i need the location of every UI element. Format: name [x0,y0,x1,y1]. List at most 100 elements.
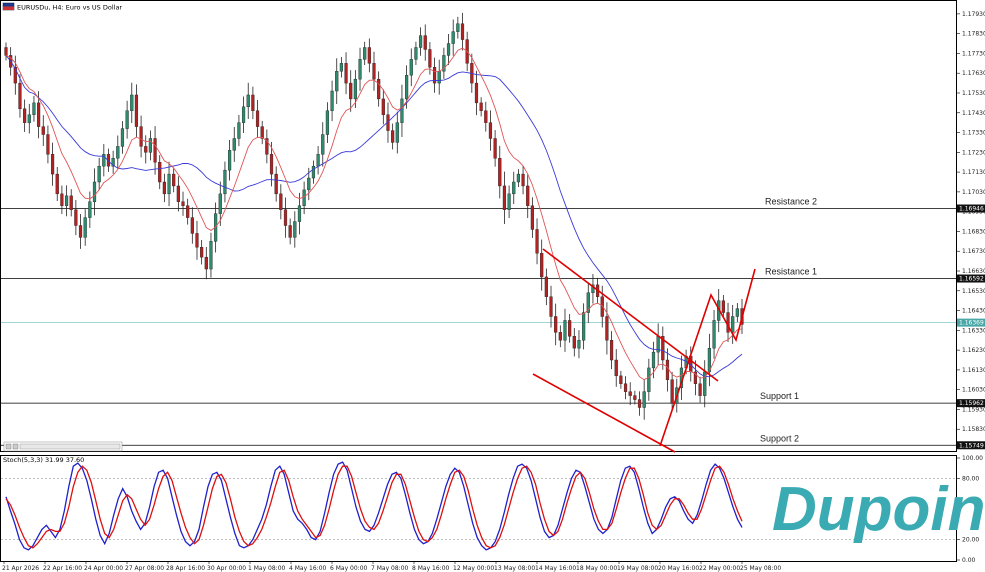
candle [55,166,59,201]
candle [251,86,255,120]
price-tick-label: 1.17530 [962,90,985,97]
candle [330,80,334,122]
candle [255,99,260,138]
price-tick-label: 1.16130 [962,367,985,374]
candle [162,173,166,203]
candle [64,185,69,217]
price-tick-label: 1.16030 [962,387,985,394]
time-tick-label: 6 May 00:00 [330,565,368,572]
candle [363,41,367,66]
candle [484,101,488,132]
candle [27,103,31,134]
symbol-caption: EURUSDu, H4: Euro vs US Dollar [17,4,122,12]
candle [647,358,651,401]
candle [241,96,246,133]
candle [409,48,413,87]
candle [516,169,521,187]
candle [609,331,614,370]
candle [311,160,316,184]
pattern-annotation [532,248,756,453]
candle [577,330,581,359]
candle [619,370,623,389]
ma-slow-line [5,55,743,378]
candle [591,274,595,304]
time-tick-label: 1 May 08:00 [248,565,286,572]
candle [50,142,55,186]
time-tick-label: 14 May 16:00 [535,565,576,572]
price-tick-label: 1.15830 [962,426,985,433]
candle [335,58,339,104]
time-tick-label: 18 May 00:00 [576,565,617,572]
time-tick-label: 7 May 08:00 [371,565,409,572]
candle [530,197,534,238]
candle [572,327,576,357]
candle [721,294,725,319]
candle [172,167,176,193]
candle [712,309,716,359]
symbol-flag-stripe [3,6,14,10]
candle [502,171,507,224]
time-tick-label: 13 May 08:00 [494,565,535,572]
candle [195,220,199,260]
price-tick-label: 1.16630 [962,268,985,275]
candle [237,114,241,147]
time-tick-label: 20 May 16:00 [658,565,699,572]
candle [32,95,36,122]
projection-zigzag [659,268,756,447]
candle [339,57,343,78]
level-name-label: Support 2 [760,433,799,443]
time-tick-label: 4 May 16:00 [289,565,327,572]
time-tick-label: 8 May 16:00 [412,565,450,572]
candle [442,47,446,79]
candle [181,191,185,216]
candle [395,111,399,154]
candle [535,218,539,265]
candle [349,70,353,112]
candle [554,303,558,346]
time-tick-label: 25 May 08:00 [740,565,781,572]
candle [637,391,642,416]
candle [153,126,157,175]
candle [377,71,381,107]
candle [507,185,511,219]
stoch-tick-label: 20.00 [962,537,979,544]
candle [521,165,525,195]
candle [274,166,278,202]
candle [283,197,288,238]
candle [209,232,213,278]
candle [102,144,106,177]
price-axis: 1.17930 1.17830 1.17730 1.17630 1.17530 1.174… [956,11,985,433]
candle [227,139,232,181]
candle [418,27,423,56]
candle [456,16,460,39]
time-tick-label: 27 Apr 08:00 [125,565,164,572]
level-name-label: Support 1 [760,391,799,401]
candle [69,189,73,217]
candle [144,135,148,164]
candle [498,145,502,199]
candle [391,123,395,150]
candle [623,376,628,400]
candle [60,185,64,215]
candle [628,382,632,406]
price-tick-label: 1.17430 [962,110,985,117]
candle [414,41,418,66]
candle [493,130,497,167]
time-tick-label: 19 May 08:00 [617,565,658,572]
candle [633,390,637,405]
candle [661,326,665,370]
candle [670,371,674,412]
candle [130,82,134,124]
time-tick-label: 12 May 00:00 [453,565,494,572]
candle [586,282,590,323]
price-tick-label: 1.17930 [962,11,985,18]
candle [134,84,139,138]
candle [111,150,115,174]
candle [344,52,348,95]
time-tick-label: 30 Apr 00:00 [207,565,246,572]
price-tick-label: 1.16530 [962,288,985,295]
level-name-label: Resistance 2 [765,197,817,207]
candle [148,130,153,161]
mini-toolbar[interactable] [3,441,123,452]
candle [642,379,646,420]
